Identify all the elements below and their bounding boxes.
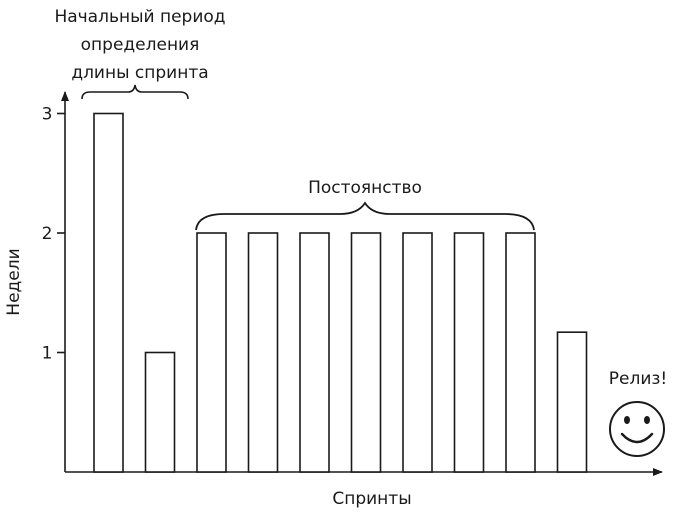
bar-sprint-1 (93, 112, 124, 473)
bar-sprint-5 (299, 232, 330, 473)
bar-sprint-2 (144, 351, 176, 473)
initial-period-line-1: Начальный период (54, 7, 225, 27)
initial-period-line-3: длины спринта (71, 63, 208, 83)
y-tick-label-3: 3 (42, 105, 53, 125)
stability-annotation: Постоянство (195, 178, 535, 231)
initial-period-brace (81, 84, 189, 100)
release-annotation: Релиз! (609, 369, 667, 457)
smiley-face-icon (609, 401, 665, 457)
stability-label: Постоянство (308, 178, 422, 198)
x-axis-label: Спринты (332, 489, 411, 509)
y-ticks: 1 2 3 (42, 105, 65, 364)
bar-sprint-3 (196, 232, 227, 473)
y-tick-label-2: 2 (42, 224, 53, 244)
y-tick-label-1: 1 (42, 344, 53, 364)
initial-period-line-2: определения (81, 35, 200, 55)
bar-sprint-9 (505, 232, 536, 473)
bar-sprint-8 (453, 232, 485, 473)
stability-brace (195, 201, 535, 231)
release-label: Релиз! (609, 369, 667, 389)
bar-sprint-7 (402, 232, 433, 473)
bars (93, 112, 588, 473)
bar-sprint-10 (556, 331, 588, 473)
y-axis-label: Недели (4, 248, 24, 315)
initial-period-annotation: Начальный период определения длины сприн… (54, 7, 226, 100)
bar-sprint-4 (247, 232, 279, 473)
bar-sprint-6 (350, 232, 382, 473)
